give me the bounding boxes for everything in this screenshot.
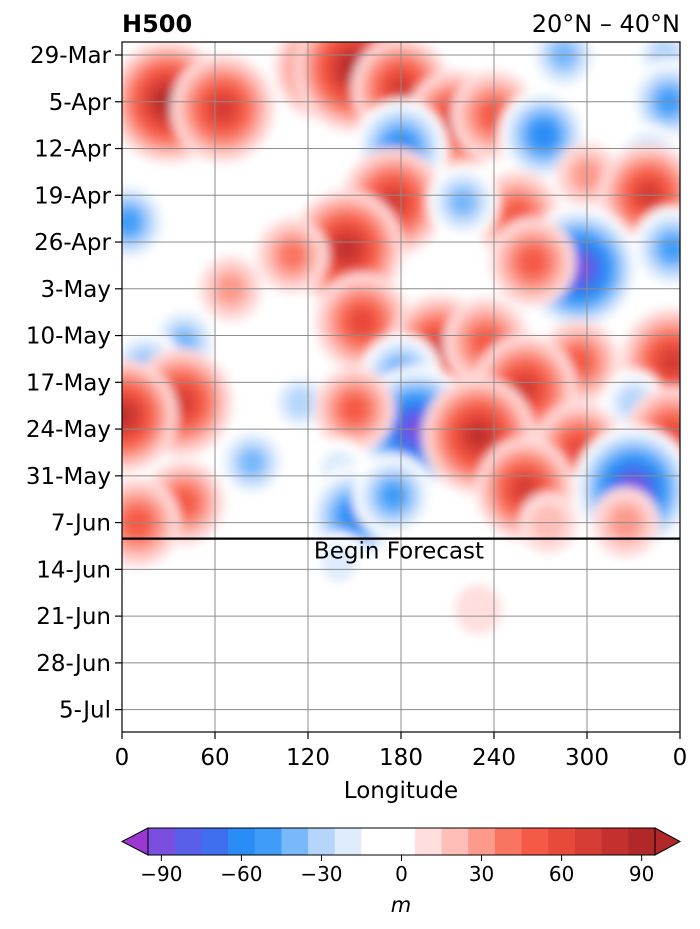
anomaly-field <box>122 42 680 635</box>
anomaly-center <box>256 217 329 294</box>
y-tick-label: 17-May <box>26 370 111 396</box>
anomaly-center <box>268 369 332 436</box>
y-tick-label: 31-May <box>26 464 111 490</box>
colorbar-tick-label: 0 <box>395 862 408 886</box>
colorbar-swatch <box>201 828 229 855</box>
anomaly-center <box>631 206 680 292</box>
x-tick-label: 0 <box>115 745 130 771</box>
colorbar-tick-label: 90 <box>629 862 654 886</box>
colorbar-tick-label: −30 <box>300 862 342 886</box>
chart-title: H500 <box>122 10 192 38</box>
x-tick-label: 0 <box>673 745 688 771</box>
colorbar-tick-label: 30 <box>469 862 494 886</box>
x-tick-label: 120 <box>286 745 330 771</box>
y-tick-label: 14-Jun <box>36 557 111 583</box>
colorbar-swatch <box>414 828 442 855</box>
x-tick-label: 180 <box>379 745 423 771</box>
colorbar-swatch <box>601 828 629 855</box>
colorbar-tick-label: 60 <box>549 862 574 886</box>
colorbar-swatch <box>388 828 416 855</box>
anomaly-center <box>427 164 499 240</box>
colorbar-swatch <box>548 828 576 855</box>
anomaly-center <box>122 179 169 265</box>
colorbar-swatch <box>361 828 389 855</box>
y-tick-label: 3-May <box>41 277 111 303</box>
x-axis: 0 60 120 180 240 300 0 <box>115 732 688 771</box>
y-tick-label: 12-Apr <box>34 137 111 163</box>
colorbar-extend-low <box>120 827 149 856</box>
grid-lines <box>122 42 680 732</box>
colorbar-extend-high <box>654 827 682 856</box>
y-tick-label: 28-Jun <box>36 651 111 677</box>
colorbar-swatch <box>228 828 256 855</box>
colorbar-swatch <box>174 828 202 855</box>
anomaly-center <box>216 424 289 501</box>
y-tick-label: 29-Mar <box>30 43 112 69</box>
x-tick-label: 60 <box>200 745 229 771</box>
anomaly-center <box>170 54 275 163</box>
y-tick-label: 10-May <box>26 324 111 350</box>
y-tick-label: 5-Apr <box>49 90 112 116</box>
colorbar-swatch <box>281 828 309 855</box>
colorbar-swatch <box>521 828 549 855</box>
anomaly-center <box>314 366 395 452</box>
colorbar-swatch <box>254 828 282 855</box>
anomaly-center <box>352 453 434 539</box>
anomaly-center <box>455 584 502 635</box>
x-axis-label: Longitude <box>344 778 458 804</box>
colorbar-swatch <box>574 828 603 855</box>
colorbar-swatch <box>334 828 362 855</box>
colorbar-swatch <box>148 828 176 855</box>
y-tick-label: 21-Jun <box>36 604 111 630</box>
colorbar-tick-label: −60 <box>220 862 262 886</box>
begin-forecast-label: Begin Forecast <box>314 539 484 565</box>
colorbar-tick-label: −90 <box>140 862 182 886</box>
colorbar-swatch <box>494 828 522 855</box>
y-tick-label: 7-Jun <box>51 511 111 537</box>
colorbar-swatch <box>308 828 336 855</box>
anomaly-center <box>309 531 369 594</box>
y-axis: 29-Mar 5-Apr 12-Apr 19-Apr 26-Apr 3-May 10-May… <box>26 43 122 724</box>
colorbar-swatch <box>628 828 656 855</box>
colorbar-units-label: m <box>391 893 411 917</box>
y-tick-label: 19-Apr <box>34 183 111 209</box>
colorbar-swatch <box>468 828 496 855</box>
x-tick-label: 300 <box>565 745 609 771</box>
colorbar: −90 −60 −30 0 30 60 90 <box>120 827 682 886</box>
anomaly-center <box>489 217 576 307</box>
x-tick-label: 240 <box>472 745 516 771</box>
colorbar-swatch <box>441 828 469 855</box>
y-tick-label: 5-Jul <box>59 698 111 724</box>
y-tick-label: 26-Apr <box>34 230 111 256</box>
anomaly-center <box>122 359 178 473</box>
chart-subtitle: 20°N – 40°N <box>532 10 680 38</box>
y-tick-label: 24-May <box>26 417 111 443</box>
